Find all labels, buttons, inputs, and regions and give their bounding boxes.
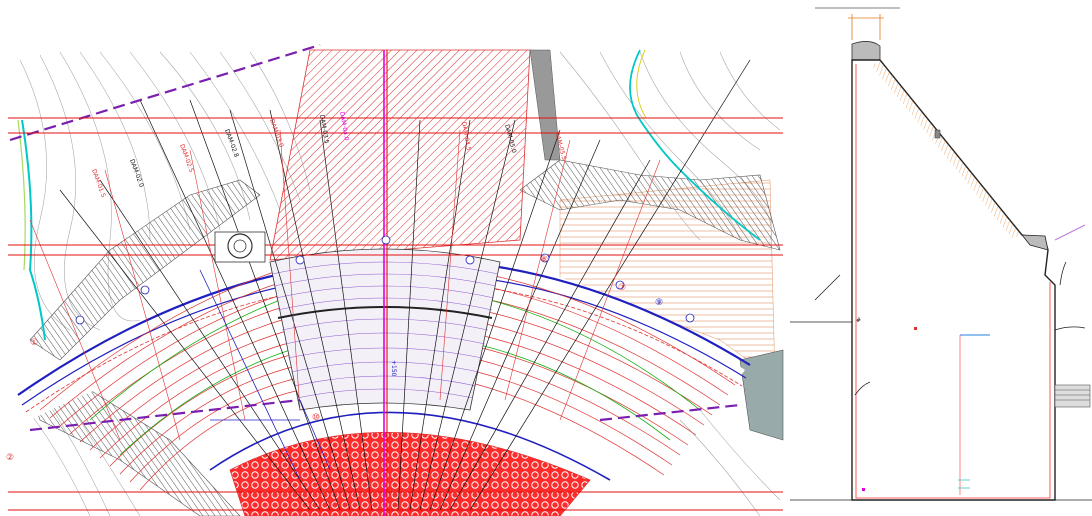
inner-outline [856,64,1050,498]
downstream-block [1022,235,1048,250]
hatched-spillway-top [270,50,530,260]
circle-label: ⑧ [540,255,548,265]
circle-label: ① [30,338,38,348]
stair-block [1055,385,1090,407]
dam-plan-view: DAM-01.5 DAM-02.0 DAM-02.5 DAM-02.8 DAM-… [0,0,790,516]
ground-lines [790,262,1092,500]
purple-line [1055,225,1085,240]
circle-label: ② [6,453,14,463]
center-spillway [270,249,500,410]
gate-structure [215,232,265,262]
circle-label: ⑩ [312,413,320,423]
dam-profile [852,60,1055,500]
axis-marker: +150 [390,360,397,377]
circle-label: ⑦ [618,283,626,293]
slope-hatch [872,60,1022,238]
crest-block [852,41,880,60]
section-marker: # [856,317,861,324]
dimension-mark [848,14,884,40]
circle-label: ⑨ [655,298,663,308]
interior-marks [862,130,990,495]
